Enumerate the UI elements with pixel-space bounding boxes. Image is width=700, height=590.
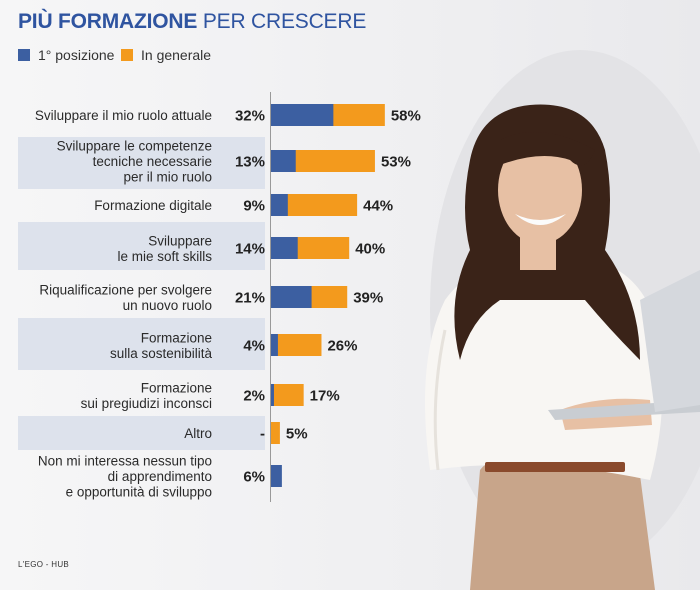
value-label-primo: 6% (243, 469, 265, 486)
value-label-generale: 53% (381, 154, 411, 171)
title-rest: PER CRESCERE (197, 10, 367, 33)
category-label: un nuovo ruolo (123, 298, 212, 313)
source-credit: L'EGO - HUB (18, 560, 70, 569)
row-band (18, 416, 265, 450)
value-label-primo: 4% (243, 338, 265, 355)
value-label-generale: 5% (286, 426, 308, 443)
legend-swatch-generale (121, 49, 133, 61)
category-label: per il mio ruolo (123, 170, 212, 185)
value-label-primo: 9% (243, 198, 265, 215)
value-label-primo: 14% (235, 241, 265, 258)
bar-in-generale (270, 150, 375, 172)
category-label: sulla sostenibilità (110, 346, 213, 361)
value-label-primo: 13% (235, 154, 265, 171)
bar-in-generale (270, 194, 358, 216)
legend-item-generale: In generale (121, 47, 211, 63)
category-label: Formazione digitale (94, 198, 212, 213)
legend-label-primo: 1° posizione (38, 47, 115, 63)
value-label-primo: 21% (235, 290, 265, 307)
category-label: Non mi interessa nessun tipo (38, 454, 212, 469)
legend-label-generale: In generale (141, 47, 212, 63)
category-label: e opportunità di sviluppo (66, 485, 212, 500)
value-label-generale: 17% (310, 388, 340, 405)
category-label: Sviluppare il mio ruolo attuale (35, 108, 212, 123)
value-label-generale: 44% (363, 198, 393, 215)
bar-in-generale (270, 384, 304, 406)
value-labels: 32% 58% 13% 53% 9% 44% 14% 40% 21% 39% 4% 26% 2% 17% -… (235, 108, 421, 486)
bar-in-generale (270, 334, 322, 356)
bars (270, 104, 385, 487)
category-label: Formazione (141, 380, 212, 395)
title-bold: PIÙ FORMAZIONE (18, 10, 198, 33)
value-label-primo: 32% (235, 108, 265, 125)
bar-primo-posizione (270, 334, 278, 356)
bar-in-generale (270, 422, 280, 444)
woman-with-laptop-photo (425, 50, 700, 590)
row-band (18, 318, 265, 370)
value-label-generale: 58% (391, 108, 421, 125)
bar-primo-posizione (270, 194, 288, 216)
category-label: Altro (184, 426, 212, 441)
category-label: Sviluppare (148, 233, 212, 248)
category-label: Sviluppare le competenze (57, 139, 212, 154)
legend-item-primo: 1° posizione (18, 47, 114, 63)
row-band (18, 137, 265, 189)
bar-primo-posizione (270, 104, 334, 126)
category-label: Formazione (141, 330, 212, 345)
row-bands (18, 137, 265, 450)
value-label-generale: 40% (355, 241, 385, 258)
legend-swatch-primo (18, 49, 30, 61)
bar-primo-posizione (270, 237, 298, 259)
bar-primo-posizione (270, 384, 274, 406)
chart-title: PIÙ FORMAZIONE PER CRESCERE (18, 10, 366, 34)
bar-primo-posizione (270, 286, 312, 308)
category-label: tecniche necessarie (93, 154, 212, 169)
value-label-primo: 2% (243, 388, 265, 405)
category-label: Riqualificazione per svolgere (39, 282, 212, 297)
bar-primo-posizione (270, 465, 282, 487)
value-label-primo: - (260, 426, 265, 443)
bar-primo-posizione (270, 150, 296, 172)
row-band (18, 222, 265, 270)
category-label: sui pregiudizi inconsci (81, 396, 212, 411)
category-label: le mie soft skills (117, 249, 212, 264)
value-label-generale: 26% (327, 338, 357, 355)
category-labels: Sviluppare il mio ruolo attuale Sviluppar… (35, 108, 213, 500)
value-label-generale: 39% (353, 290, 383, 307)
category-label: di apprendimento (108, 469, 212, 484)
